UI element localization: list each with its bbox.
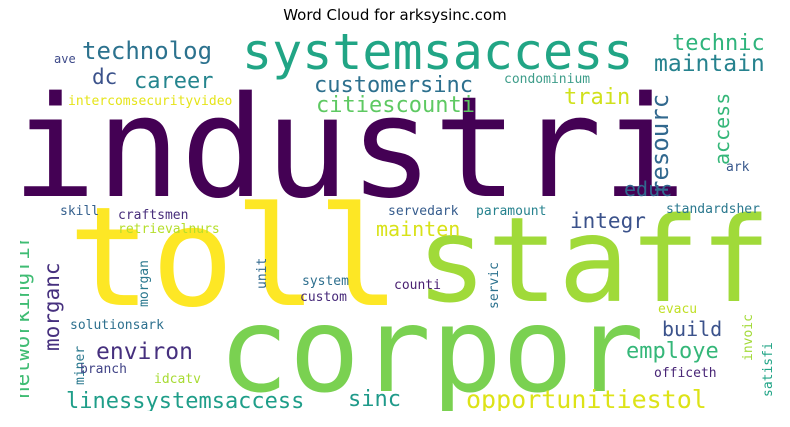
word-employe: employe [626,339,719,364]
word-educ: educ [624,177,673,201]
word-counti: counti [394,278,441,293]
word-idcatv: idcatv [154,372,201,387]
word-invoic: invoic [741,314,756,361]
word-technolog: technolog [82,37,213,65]
chart-title: Word Cloud for arksysinc.com [283,6,507,24]
word-ark: ark [726,160,750,175]
word-cloud: industri toll staff corpor systemsaccess… [20,31,780,411]
word-staff: staff [416,191,772,329]
word-skill: skill [60,204,100,219]
word-system: system [302,274,349,289]
word-paramount: paramount [476,204,547,219]
word-servedark: servedark [388,204,459,219]
word-custom: custom [300,290,347,305]
word-ave: ave [54,52,76,66]
word-build: build [662,317,723,341]
word-officeth: officeth [654,366,717,381]
word-craftsmen: craftsmen [118,208,189,223]
word-condominium: condominium [504,72,591,87]
word-networkingfir: networkingfir [20,234,34,399]
word-opportunitiestol: opportunitiestol [466,385,707,411]
word-integr: integr [570,209,646,233]
word-systemsaccess: systemsaccess [242,31,634,81]
word-linessystemsaccess: linessystemsaccess [66,389,305,412]
word-sinc: sinc [348,387,401,411]
word-industri: industri [20,67,687,230]
word-retrievalnurs: retrievalnurs [118,222,220,237]
word-train: train [564,85,631,110]
word-intercomsecurityvideo: intercomsecurityvideo [68,94,233,109]
word-access: access [710,92,734,165]
word-career: career [134,69,214,94]
word-morgan: morgan [137,260,152,307]
word-evacu: evacu [658,302,698,317]
word-satisfi: satisfi [761,342,776,397]
word-standardsher: standardsher [666,202,760,217]
word-citiescounti: citiescounti [316,93,475,118]
word-branch: branch [80,362,127,377]
word-customersinc: customersinc [314,73,473,98]
word-dc: dc [92,65,118,89]
word-solutionsark: solutionsark [70,318,164,333]
word-mainten: mainten [376,217,461,241]
word-corpor: corpor [218,281,645,411]
word-servic: servic [487,262,502,309]
word-unit: unit [255,257,270,289]
word-environ: environ [96,339,193,365]
word-toll: toll [68,177,401,338]
word-morganc: morganc [40,262,64,351]
word-technic: technic [672,31,765,56]
word-maintain: maintain [654,51,765,77]
